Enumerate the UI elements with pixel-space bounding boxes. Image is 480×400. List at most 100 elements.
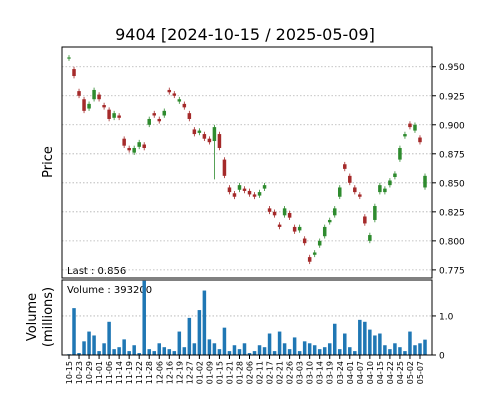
- y-axis-label: Price: [41, 146, 56, 178]
- volume-bar: [187, 317, 192, 355]
- volume-bar: [222, 327, 227, 355]
- candle-body: [327, 219, 332, 223]
- candle-body: [338, 187, 342, 197]
- x-tick-label: 02-11: [256, 361, 265, 384]
- volume-bar: [398, 347, 402, 355]
- candle-body: [408, 123, 412, 128]
- x-tick-label: 04-10: [366, 361, 375, 384]
- candle-body: [217, 134, 222, 148]
- volume-bar: [403, 351, 407, 355]
- volume-bar: [287, 349, 292, 355]
- y-tick-label: 1.0: [439, 312, 454, 322]
- volume-bar: [343, 333, 347, 355]
- volume-bar: [82, 341, 86, 355]
- candle-body: [262, 185, 267, 189]
- candle-body: [388, 180, 392, 186]
- volume-bar: [262, 347, 267, 355]
- y-tick-label: 0.950: [439, 63, 465, 73]
- volume-bar: [202, 290, 207, 355]
- volume-bar: [363, 321, 367, 355]
- volume-bar: [368, 329, 372, 355]
- x-tick-label: 12-27: [185, 361, 194, 384]
- candle-body: [378, 185, 382, 193]
- chart-title: 9404 [2024-10-15 / 2025-05-09]: [115, 25, 375, 44]
- volume-bar: [72, 308, 76, 355]
- volume-bar: [388, 349, 392, 355]
- candle-body: [67, 57, 71, 59]
- volume-bar: [167, 349, 172, 355]
- x-tick-label: 05-07: [416, 361, 425, 384]
- candle-body: [132, 147, 136, 153]
- y-tick-label: 0.825: [439, 208, 465, 218]
- volume-bar: [378, 333, 382, 355]
- candle-body: [398, 147, 402, 160]
- candle-body: [252, 194, 257, 197]
- x-tick-label: 12-19: [175, 361, 184, 384]
- volume-bar: [97, 351, 101, 355]
- volume-bar: [373, 335, 377, 355]
- x-tick-label: 01-28: [235, 361, 244, 384]
- x-tick-label: 03-10: [306, 361, 315, 384]
- volume-bar: [358, 319, 362, 355]
- volume-bar: [107, 321, 111, 355]
- candle-body: [282, 208, 287, 216]
- x-tick-label: 10-23: [75, 361, 84, 384]
- candle-body: [363, 216, 367, 224]
- x-tick-label: 04-22: [386, 361, 395, 384]
- volume-bar: [212, 343, 217, 355]
- candle-body: [142, 144, 146, 148]
- x-tick-label: 03-14: [316, 361, 325, 384]
- x-tick-label: 02-06: [246, 361, 255, 384]
- y-tick-label: 0: [439, 352, 445, 362]
- volume-annotation: Volume : 393200: [67, 285, 152, 296]
- x-tick-label: 02-21: [276, 361, 285, 384]
- x-tick-label: 04-07: [356, 361, 365, 384]
- x-tick-label: 11-22: [135, 361, 144, 384]
- volume-bar: [172, 351, 177, 355]
- volume-bar: [272, 351, 277, 355]
- price-frame: [61, 46, 433, 279]
- volume-bar: [197, 310, 202, 355]
- y-tick-label: 0.875: [439, 150, 465, 160]
- x-tick-label: 05-02: [406, 361, 415, 384]
- volume-bar: [267, 333, 272, 355]
- volume-bar: [312, 345, 317, 355]
- volume-bar: [252, 351, 257, 355]
- candle-body: [368, 235, 372, 241]
- candle-body: [232, 193, 237, 197]
- candle-body: [82, 99, 86, 111]
- candle-body: [343, 164, 347, 169]
- volume-bar: [137, 353, 141, 355]
- candle-body: [383, 188, 387, 193]
- x-tick-label: 01-21: [225, 361, 234, 384]
- candle-body: [413, 124, 417, 131]
- volume-bar: [182, 347, 187, 355]
- candle-body: [267, 208, 272, 212]
- volume-bar: [307, 343, 312, 355]
- volume-bar: [232, 345, 237, 355]
- candle-body: [192, 129, 197, 135]
- volume-bar: [327, 343, 332, 355]
- volume-bar: [317, 349, 322, 355]
- volume-bar: [92, 335, 96, 355]
- x-tick-label: 01-02: [195, 361, 204, 384]
- volume-bar: [338, 349, 342, 355]
- candle-body: [272, 211, 277, 216]
- candle-body: [102, 105, 106, 108]
- candle-body: [77, 91, 81, 96]
- y-tick-label: 0.850: [439, 179, 465, 189]
- volume-bar: [247, 353, 252, 355]
- volume-bar: [393, 343, 397, 355]
- candle-body: [207, 138, 212, 143]
- candle-body: [247, 190, 252, 195]
- candle-body: [257, 192, 262, 196]
- candle-body: [227, 187, 232, 193]
- candle-body: [242, 188, 247, 191]
- candle-body: [317, 240, 322, 246]
- candle-body: [117, 115, 121, 118]
- volume-bar: [322, 347, 327, 355]
- volume-bar: [282, 343, 287, 355]
- volume-axis-label: (millions): [41, 287, 56, 347]
- candle-body: [292, 226, 297, 232]
